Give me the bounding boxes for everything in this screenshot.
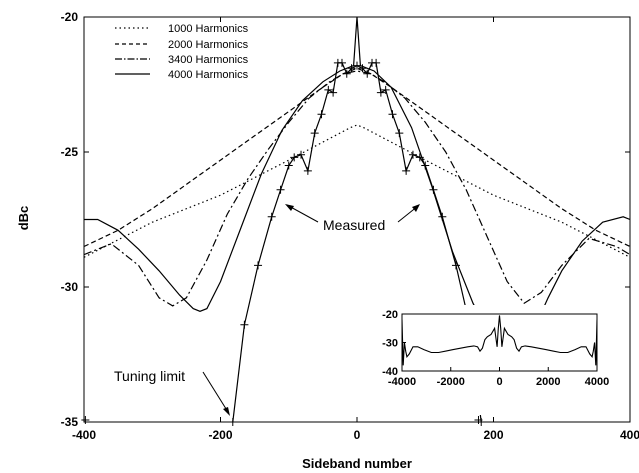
measured-marker: [376, 88, 385, 97]
y-tick-label: -25: [61, 145, 79, 159]
series-4000-harmonics-right: [530, 216, 630, 336]
inset-y-tick-label: -30: [382, 338, 398, 350]
measured-marker: [310, 129, 319, 138]
series-4000-harmonics: [84, 17, 491, 336]
legend-label-1000: 1000 Harmonics: [168, 23, 249, 35]
x-tick-label: -400: [72, 428, 96, 442]
measured-marker: [381, 85, 390, 94]
y-axis-ticks: -20 -25 -30 -35: [61, 10, 630, 429]
inset-background: [368, 305, 620, 415]
y-tick-label: -35: [61, 415, 79, 429]
measured-marker: [290, 153, 299, 162]
inset-series: [402, 315, 597, 366]
annotation-arrowhead-tuning: [223, 407, 230, 416]
legend-label-4000: 4000 Harmonics: [168, 69, 249, 81]
measured-marker: [324, 85, 333, 94]
measured-marker: [438, 212, 447, 221]
measured-marker: [284, 161, 293, 170]
measured-marker: [228, 418, 237, 426]
measured-marker-edge: [81, 416, 90, 424]
x-tick-label: -200: [208, 428, 232, 442]
y-axis-title: dBc: [16, 206, 31, 231]
inset-x-tick-label: -4000: [388, 376, 416, 388]
measured-marker: [429, 185, 438, 194]
legend-label-3400: 3400 Harmonics: [168, 54, 249, 66]
inset-x-tick-label: 4000: [585, 376, 609, 388]
annotation-arrowhead-left: [285, 204, 294, 211]
series-3400-harmonics: [84, 70, 630, 307]
x-tick-label: 400: [620, 428, 639, 442]
measured-marker: [297, 150, 306, 159]
measured-marker: [395, 129, 404, 138]
series-2000-harmonics: [84, 67, 630, 248]
measured-marker: [337, 58, 346, 67]
measured-marker: [363, 69, 372, 78]
measured-marker: [240, 320, 249, 329]
x-axis-title: Sideband number: [302, 456, 412, 471]
measured-marker: [421, 161, 430, 170]
legend: 1000 Harmonics 2000 Harmonics 3400 Harmo…: [115, 23, 249, 81]
measured-marker: [276, 185, 285, 194]
measured-marker: [358, 64, 367, 73]
x-axis-ticks: -400 -200 0 200 400: [72, 17, 639, 442]
measured-marker: [451, 261, 460, 270]
inset-series-line: [402, 315, 597, 366]
measured-marker: [303, 166, 312, 175]
measured-marker: [402, 166, 411, 175]
measured-marker: [415, 153, 424, 162]
annotation-arrowhead-right: [412, 204, 420, 212]
measured-marker: [254, 261, 263, 270]
measured-marker: [267, 212, 276, 221]
measured-marker: [347, 64, 356, 73]
x-tick-label: 200: [483, 428, 503, 442]
inset-ticks: -20 -30 -40-4000 -2000 0 2000 4000: [382, 309, 609, 388]
inset-y-tick-label: -20: [382, 309, 398, 321]
measured-marker: [408, 150, 417, 159]
inset-y-tick-label: -40: [382, 366, 398, 378]
annotation-measured: Measured: [323, 217, 385, 233]
annotation-tuning-limit: Tuning limit: [114, 368, 185, 384]
legend-label-2000: 2000 Harmonics: [168, 39, 249, 51]
measured-marker: [329, 88, 338, 97]
y-tick-label: -30: [61, 280, 79, 294]
measured-marker: [353, 61, 361, 70]
measured-marker: [372, 58, 381, 67]
measured-marker: [317, 110, 326, 119]
series-1000-harmonics: [84, 124, 630, 258]
inset-x-tick-label: -2000: [437, 376, 465, 388]
inset-chart: -20 -30 -40-4000 -2000 0 2000 4000: [368, 305, 620, 415]
measured-marker: [388, 110, 397, 119]
annotation-arrow-tuning: [202, 371, 229, 413]
inset-x-tick-label: 0: [496, 376, 502, 388]
x-tick-label: 0: [354, 428, 361, 442]
y-tick-label: -20: [61, 10, 79, 24]
inset-x-tick-label: 2000: [536, 376, 560, 388]
measured-marker: [342, 69, 351, 78]
measured-marker-edge: [474, 416, 483, 424]
